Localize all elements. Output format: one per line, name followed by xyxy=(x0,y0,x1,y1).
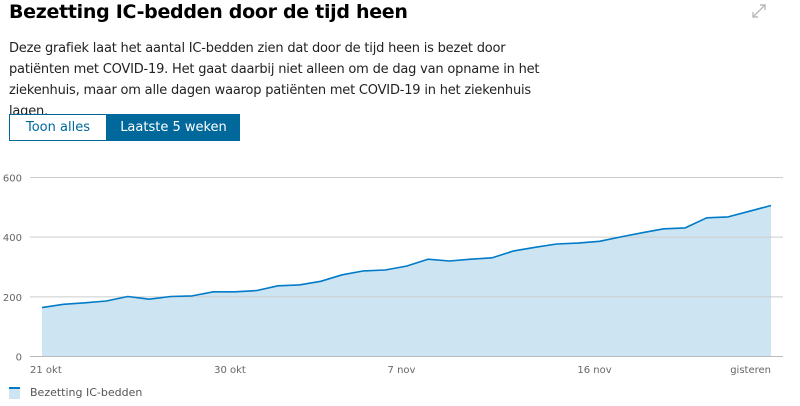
data-point xyxy=(555,243,558,246)
x-tick-label: 16 nov xyxy=(577,365,611,376)
y-tick-label: 0 xyxy=(16,353,22,364)
data-point xyxy=(534,246,537,249)
range-toggle: Toon alles Laatste 5 weken xyxy=(9,114,240,141)
data-point xyxy=(512,249,515,252)
data-point xyxy=(233,290,236,293)
ic-beds-chart: 0 200 400 600 21 okt 30 okt 7 nov 16 nov gistere… xyxy=(3,174,783,376)
data-point xyxy=(684,226,687,229)
data-point xyxy=(212,290,215,293)
data-point xyxy=(276,284,279,287)
data-point xyxy=(598,240,601,243)
series-line xyxy=(41,204,772,309)
y-tick-label: 200 xyxy=(3,293,22,304)
last-5-weeks-button[interactable]: Laatste 5 weken xyxy=(107,114,240,141)
x-tick-label: gisteren xyxy=(730,365,771,376)
data-point xyxy=(191,294,194,297)
data-point xyxy=(662,227,665,230)
data-point xyxy=(148,298,151,301)
data-point xyxy=(384,268,387,271)
show-all-button[interactable]: Toon alles xyxy=(9,114,107,141)
data-point xyxy=(770,204,773,207)
data-point xyxy=(748,210,751,213)
data-point xyxy=(426,258,429,261)
data-point xyxy=(105,300,108,303)
data-point xyxy=(619,235,622,238)
area-fill xyxy=(42,205,771,357)
data-point xyxy=(491,256,494,259)
data-point xyxy=(41,306,44,309)
data-point xyxy=(641,231,644,234)
legend-swatch xyxy=(9,386,20,399)
data-point xyxy=(126,295,129,298)
data-point xyxy=(362,269,365,272)
data-point xyxy=(577,242,580,245)
data-point xyxy=(727,215,730,218)
data-point xyxy=(83,301,86,304)
data-point xyxy=(705,216,708,219)
data-point xyxy=(405,265,408,268)
data-point xyxy=(62,303,65,306)
x-tick-label: 7 nov xyxy=(388,365,416,376)
legend-label: Bezetting IC-bedden xyxy=(30,386,143,399)
data-point xyxy=(319,280,322,283)
y-tick-label: 600 xyxy=(3,174,22,185)
data-point xyxy=(298,283,301,286)
data-point xyxy=(448,260,451,263)
legend: Bezetting IC-bedden xyxy=(9,386,142,399)
data-point xyxy=(469,258,472,261)
data-point xyxy=(169,295,172,298)
page-title: Bezetting IC-bedden door de tijd heen xyxy=(9,1,408,23)
x-tick-label: 30 okt xyxy=(214,365,246,376)
data-point xyxy=(255,289,258,292)
x-tick-label: 21 okt xyxy=(30,365,62,376)
y-tick-label: 400 xyxy=(3,233,22,244)
expand-arrows-icon[interactable] xyxy=(750,2,768,20)
chart-description: Deze grafiek laat het aantal IC-bedden z… xyxy=(9,41,540,119)
data-point xyxy=(341,273,344,276)
